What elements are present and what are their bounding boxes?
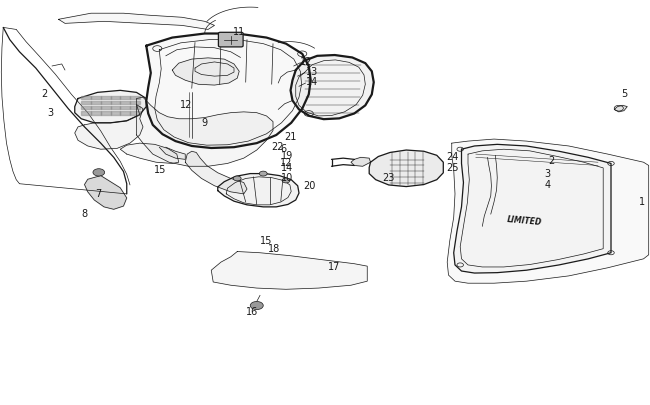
Text: 11: 11 bbox=[233, 26, 245, 36]
Polygon shape bbox=[81, 107, 91, 110]
Polygon shape bbox=[111, 112, 120, 115]
Polygon shape bbox=[81, 96, 91, 100]
Text: 6: 6 bbox=[281, 144, 287, 154]
Polygon shape bbox=[75, 105, 143, 150]
Text: 16: 16 bbox=[246, 306, 258, 316]
Circle shape bbox=[282, 179, 290, 183]
Text: 8: 8 bbox=[81, 209, 87, 219]
Text: 19: 19 bbox=[281, 151, 293, 161]
Polygon shape bbox=[185, 152, 247, 194]
Text: 14: 14 bbox=[281, 163, 293, 173]
Polygon shape bbox=[81, 112, 91, 115]
Text: 14: 14 bbox=[306, 77, 318, 87]
Text: 2: 2 bbox=[41, 89, 47, 99]
Polygon shape bbox=[130, 112, 140, 115]
Text: 22: 22 bbox=[272, 142, 284, 152]
Polygon shape bbox=[120, 144, 179, 164]
Polygon shape bbox=[454, 145, 611, 273]
Text: 21: 21 bbox=[285, 132, 297, 142]
Polygon shape bbox=[84, 176, 127, 210]
Text: 3: 3 bbox=[545, 168, 551, 178]
Polygon shape bbox=[218, 174, 299, 207]
Polygon shape bbox=[130, 102, 140, 105]
Text: 10: 10 bbox=[281, 172, 293, 182]
Polygon shape bbox=[614, 106, 627, 113]
Text: 25: 25 bbox=[446, 163, 458, 173]
Polygon shape bbox=[91, 102, 101, 105]
Text: 9: 9 bbox=[202, 117, 207, 128]
Polygon shape bbox=[81, 102, 91, 105]
Text: 12: 12 bbox=[280, 158, 292, 168]
Circle shape bbox=[259, 172, 267, 177]
Text: 23: 23 bbox=[382, 172, 395, 182]
Polygon shape bbox=[111, 102, 120, 105]
Text: 24: 24 bbox=[446, 152, 458, 162]
Polygon shape bbox=[211, 252, 367, 290]
Text: 17: 17 bbox=[328, 261, 341, 271]
Text: 13: 13 bbox=[306, 67, 318, 77]
Text: LIMITED: LIMITED bbox=[507, 215, 543, 227]
Polygon shape bbox=[91, 107, 101, 110]
Text: 15: 15 bbox=[260, 235, 272, 245]
Polygon shape bbox=[75, 91, 146, 124]
Text: 20: 20 bbox=[304, 180, 316, 190]
Polygon shape bbox=[101, 112, 111, 115]
Polygon shape bbox=[159, 148, 185, 160]
Polygon shape bbox=[172, 59, 239, 86]
Polygon shape bbox=[101, 96, 111, 100]
Polygon shape bbox=[291, 56, 374, 120]
Polygon shape bbox=[136, 98, 273, 167]
Polygon shape bbox=[120, 112, 130, 115]
Text: 2: 2 bbox=[548, 156, 554, 166]
Text: 15: 15 bbox=[154, 164, 166, 174]
Text: 3: 3 bbox=[47, 107, 53, 117]
Circle shape bbox=[233, 177, 241, 181]
Polygon shape bbox=[369, 151, 443, 187]
Polygon shape bbox=[111, 107, 120, 110]
Polygon shape bbox=[120, 107, 130, 110]
Polygon shape bbox=[120, 96, 130, 100]
Text: 12: 12 bbox=[300, 57, 313, 67]
Polygon shape bbox=[91, 112, 101, 115]
Circle shape bbox=[93, 169, 105, 177]
Polygon shape bbox=[91, 96, 101, 100]
Polygon shape bbox=[58, 14, 214, 30]
Text: 1: 1 bbox=[640, 196, 645, 207]
Text: 4: 4 bbox=[545, 179, 551, 189]
Text: 5: 5 bbox=[621, 89, 627, 99]
Polygon shape bbox=[351, 158, 370, 167]
Text: 12: 12 bbox=[180, 99, 192, 109]
Polygon shape bbox=[447, 140, 649, 284]
Polygon shape bbox=[111, 96, 120, 100]
FancyBboxPatch shape bbox=[218, 33, 243, 48]
Polygon shape bbox=[101, 107, 111, 110]
Polygon shape bbox=[120, 102, 130, 105]
Polygon shape bbox=[130, 96, 140, 100]
Text: 7: 7 bbox=[96, 188, 102, 198]
Polygon shape bbox=[101, 102, 111, 105]
Polygon shape bbox=[146, 34, 311, 149]
Circle shape bbox=[250, 302, 263, 310]
Polygon shape bbox=[130, 107, 140, 110]
Text: 18: 18 bbox=[268, 243, 281, 253]
